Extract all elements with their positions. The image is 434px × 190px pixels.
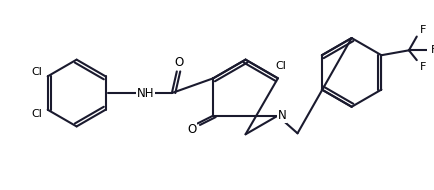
Text: O: O [187,123,196,136]
Text: Cl: Cl [275,61,286,70]
Text: Cl: Cl [31,109,42,119]
Text: F: F [430,45,434,55]
Text: NH: NH [136,86,154,100]
Text: F: F [418,25,425,35]
Text: O: O [174,56,183,69]
Text: N: N [277,109,286,122]
Text: Cl: Cl [31,67,42,77]
Text: F: F [418,62,425,72]
